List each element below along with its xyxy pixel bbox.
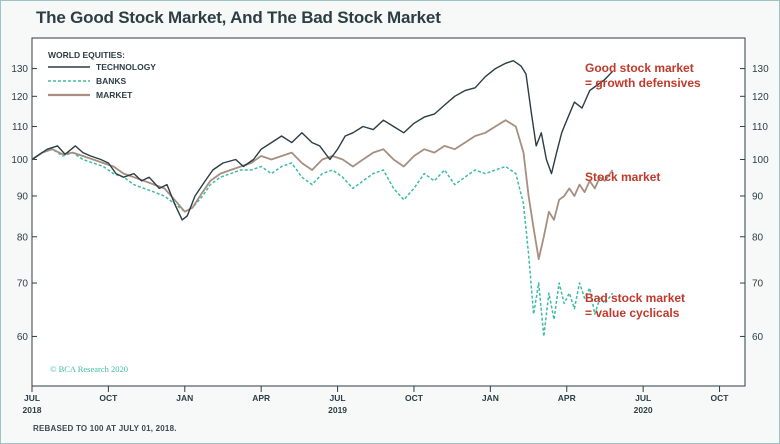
- x-tick-year: 2020: [634, 405, 653, 415]
- y-tick-label-right: 60: [752, 332, 764, 343]
- series-line-banks: [31, 148, 614, 338]
- y-tick-label-right: 90: [752, 191, 764, 202]
- series-line-technology: [31, 60, 614, 221]
- x-tick-label: APR: [558, 393, 576, 403]
- y-tick-label-left: 60: [17, 332, 29, 343]
- footnote: REBASED TO 100 AT JULY 01, 2018.: [33, 424, 177, 433]
- y-tick-label-left: 130: [11, 64, 28, 75]
- x-tick-label: JAN: [176, 393, 193, 403]
- y-tick-label-right: 100: [752, 155, 769, 166]
- x-tick-label: JAN: [482, 393, 499, 403]
- annotation-text: = value cyclicals: [585, 306, 680, 320]
- annotation-text: = growth defensives: [585, 76, 701, 90]
- y-tick-label-left: 80: [17, 232, 29, 243]
- y-tick-label-right: 130: [752, 64, 769, 75]
- plot-area: [31, 37, 746, 387]
- y-tick-label-right: 120: [752, 92, 769, 103]
- y-tick-label-left: 70: [17, 279, 29, 290]
- y-tick-label-left: 110: [12, 122, 28, 133]
- legend-label-banks: BANKS: [96, 76, 127, 86]
- y-tick-label-right: 80: [752, 232, 764, 243]
- y-tick-label-left: 100: [11, 155, 28, 166]
- x-tick-label: JUL: [635, 393, 651, 403]
- y-tick-label-left: 120: [11, 92, 28, 103]
- annotation-text: Good stock market: [585, 61, 694, 75]
- x-tick-label: APR: [252, 393, 270, 403]
- x-tick-label: JUL: [24, 393, 40, 403]
- y-tick-label-right: 110: [752, 122, 768, 133]
- annotation-text: Stock market: [585, 170, 660, 184]
- series-line-market: [31, 119, 614, 260]
- chart-title: The Good Stock Market, And The Bad Stock…: [36, 8, 441, 27]
- x-tick-label: OCT: [711, 393, 730, 403]
- x-tick-label: OCT: [99, 393, 118, 403]
- watermark: © BCA Research 2020: [50, 364, 128, 374]
- x-tick-year: 2018: [23, 405, 42, 415]
- x-tick-label: JUL: [330, 393, 346, 403]
- legend-label-market: MARKET: [96, 90, 133, 100]
- y-tick-label-right: 70: [752, 279, 764, 290]
- annotation-text: Bad stock market: [585, 291, 685, 305]
- x-tick-year: 2019: [328, 405, 347, 415]
- legend-title: WORLD EQUITIES:: [48, 50, 125, 60]
- y-tick-label-left: 90: [17, 191, 29, 202]
- x-tick-label: OCT: [405, 393, 424, 403]
- legend-label-technology: TECHNOLOGY: [96, 62, 156, 72]
